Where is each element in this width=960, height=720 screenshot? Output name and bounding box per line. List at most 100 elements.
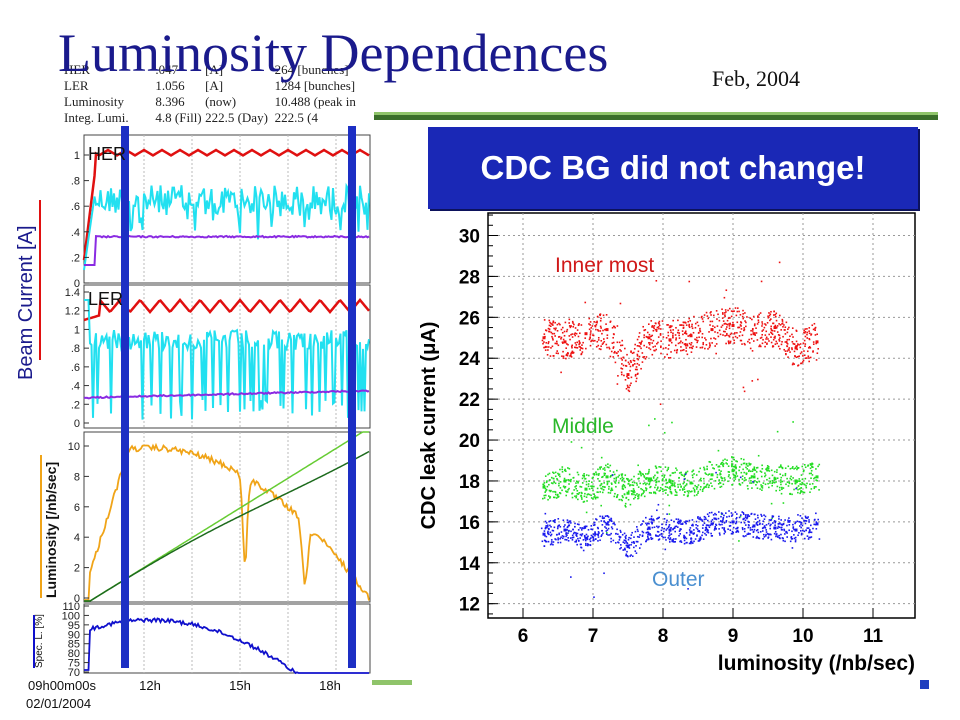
cloud-point	[648, 347, 650, 349]
cloud-point	[591, 325, 594, 327]
cloud-point	[731, 456, 733, 459]
cloud-point	[579, 342, 581, 344]
cloud-point	[664, 356, 666, 358]
cloud-point	[551, 323, 553, 325]
cloud-point	[638, 335, 640, 338]
cloud-point	[760, 475, 763, 478]
cloud-point	[811, 482, 814, 485]
cloud-point	[753, 467, 756, 470]
cloud-point	[669, 329, 672, 332]
spec-tick-label: 80	[68, 648, 80, 660]
cloud-point	[813, 486, 816, 488]
cloud-point	[810, 531, 813, 534]
cloud-point	[572, 532, 575, 535]
cloud-point	[640, 524, 642, 526]
cloud-point	[769, 313, 772, 316]
cloud-point	[638, 493, 640, 496]
cloud-point	[762, 329, 765, 331]
cloud-point	[745, 479, 747, 481]
cloud-point	[655, 480, 658, 483]
cloud-point	[595, 473, 598, 475]
cloud-point	[592, 340, 595, 342]
cloud-point	[718, 511, 720, 513]
cloud-point	[556, 342, 558, 345]
cloud-point	[686, 353, 689, 356]
cloud-point	[614, 481, 616, 483]
cloud-point	[573, 323, 575, 326]
cloud-point	[728, 525, 731, 527]
cloud-point	[728, 342, 730, 345]
cloud-point	[646, 531, 649, 533]
cloud-point	[621, 486, 624, 488]
cloud-point	[661, 526, 663, 529]
cloud-point	[559, 541, 562, 544]
cloud-point	[639, 471, 642, 473]
cloud-point	[734, 478, 737, 480]
cloud-point	[632, 491, 635, 494]
cloud-point	[739, 476, 742, 479]
cloud-point	[762, 338, 764, 341]
cloud-point	[750, 476, 753, 479]
cloud-point	[545, 540, 547, 543]
cloud-point	[714, 345, 716, 347]
cloud-point	[673, 484, 676, 486]
cloud-point	[799, 491, 802, 493]
cloud-point	[574, 540, 576, 543]
cloud-point	[645, 356, 648, 358]
cloud-point	[603, 467, 606, 469]
cloud-point	[777, 525, 780, 528]
cloud-point	[753, 324, 756, 327]
cloud-point	[576, 471, 579, 474]
cloud-point	[673, 482, 676, 484]
cloud-point	[755, 521, 758, 524]
cloud-point	[733, 479, 736, 482]
cloud-point	[557, 526, 559, 528]
cloud-point	[607, 521, 609, 523]
cloud-point	[572, 536, 575, 539]
cloud-point	[750, 512, 753, 515]
cloud-point	[780, 519, 782, 521]
cloud-point	[593, 524, 595, 527]
cloud-point	[688, 346, 691, 349]
cloud-point	[749, 463, 752, 465]
cloud-point	[766, 343, 768, 345]
cloud-point	[736, 513, 738, 515]
cloud-point	[583, 526, 586, 528]
cloud-point	[675, 467, 677, 470]
ler-current-trace	[83, 297, 370, 322]
cloud-point	[650, 521, 653, 523]
cloud-point	[765, 468, 767, 470]
cloud-point	[678, 332, 681, 334]
cloud-point	[748, 515, 751, 517]
cloud-point	[696, 528, 699, 530]
cloud-point	[763, 518, 766, 520]
cloud-point	[686, 495, 689, 497]
cloud-point	[595, 321, 597, 324]
cloud-point	[627, 482, 630, 485]
cloud-point	[792, 477, 794, 479]
cloud-point	[779, 481, 782, 483]
cloud-point	[574, 526, 576, 528]
cloud-point	[638, 355, 641, 358]
cloud-point	[629, 365, 632, 368]
cloud-point	[581, 347, 584, 350]
cloud-point	[743, 528, 746, 530]
cloud-point	[734, 465, 736, 468]
cloud-point	[786, 481, 789, 483]
cloud-point	[726, 459, 728, 462]
cloud-point	[732, 531, 735, 534]
cloud-point	[679, 489, 681, 491]
cloud-point	[632, 364, 634, 366]
cloud-point	[696, 494, 698, 496]
cloud-point	[602, 314, 605, 317]
cloud-point	[767, 316, 770, 319]
cloud-point	[694, 326, 697, 329]
cloud-point	[595, 518, 598, 521]
cloud-point	[680, 486, 682, 488]
cloud-point	[549, 520, 552, 522]
cloud-point	[675, 538, 677, 540]
cloud-point	[668, 524, 671, 526]
cloud-point	[798, 531, 800, 534]
cloud-point	[704, 527, 707, 529]
cloud-point	[741, 478, 744, 480]
